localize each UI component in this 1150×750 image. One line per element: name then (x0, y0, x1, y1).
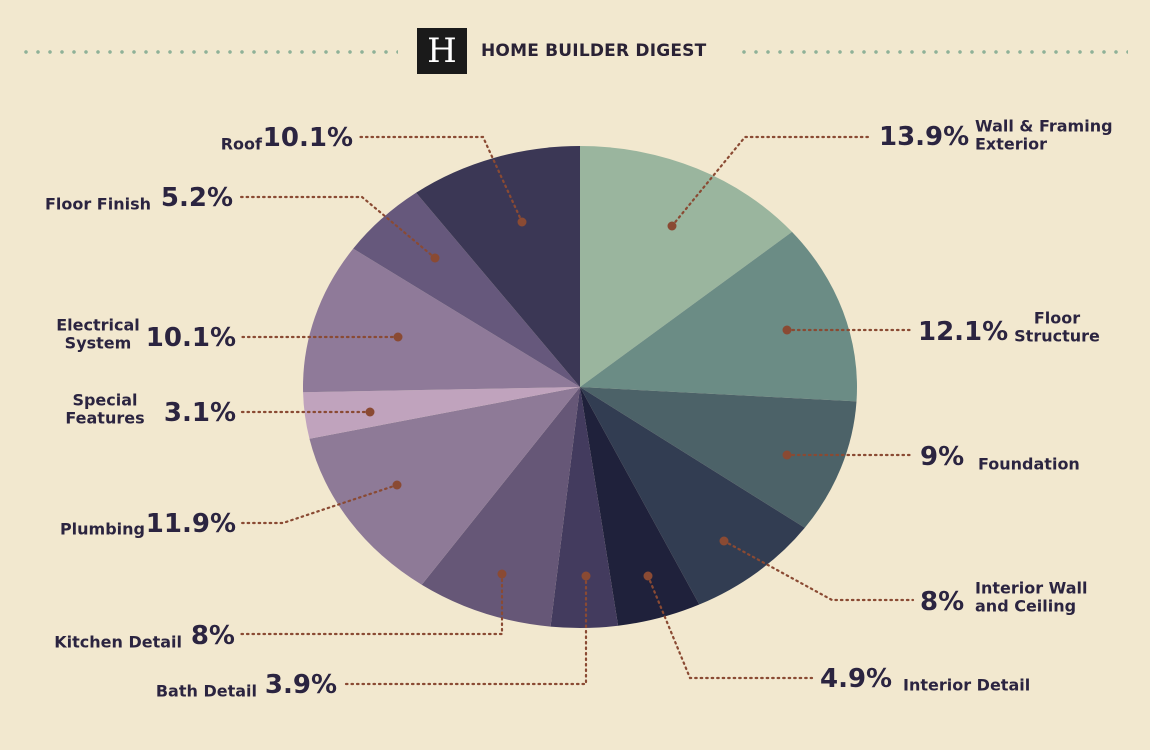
logo-icon: H (417, 28, 467, 74)
slice-category-label: System (65, 333, 132, 352)
pie-slice-roof (416, 146, 580, 387)
slice-category-label: Kitchen Detail (54, 632, 182, 651)
slice-category-label: Bath Detail (156, 681, 257, 700)
pie-slice-plumbing (309, 387, 580, 585)
slice-category-label: Interior Wall (975, 578, 1088, 597)
slice-category-label: Floor (1034, 308, 1080, 327)
pie-slice-wall-framing-exterior (580, 146, 793, 387)
slice-category-label: Electrical (56, 315, 140, 334)
dotted-rule-right (738, 50, 1128, 54)
slice-percent-label: 5.2% (161, 183, 233, 213)
leader-dot (365, 407, 375, 417)
logo-letter: H (427, 31, 457, 71)
slice-category-label: Structure (1014, 326, 1100, 345)
leader-line (670, 135, 872, 228)
pie-slice-special-features (303, 387, 580, 439)
slice-percent-label: 8% (191, 621, 235, 651)
leader-line (356, 135, 524, 224)
brand-title: HOME BUILDER DIGEST (481, 41, 707, 61)
slice-percent-label: 3.9% (265, 670, 337, 700)
leader-dot (719, 536, 729, 546)
leader-dot (393, 332, 403, 342)
pie-slice-floor-structure (580, 231, 858, 402)
slice-percent-label: 11.9% (146, 509, 236, 539)
slice-category-label: Features (65, 408, 144, 427)
slice-percent-label: 3.1% (164, 398, 236, 428)
leader-dot (782, 325, 792, 335)
slice-category-label: Floor Finish (45, 194, 151, 213)
leader-line (340, 574, 588, 686)
slice-category-label: Roof (221, 134, 263, 153)
slice-category-label: Exterior (975, 134, 1047, 153)
header: H HOME BUILDER DIGEST (0, 0, 1150, 100)
leader-dot (430, 253, 440, 263)
leader-line (722, 539, 915, 602)
pie-slices (303, 146, 858, 628)
slice-category-label: and Ceiling (975, 596, 1076, 615)
slice-percent-label: 13.9% (879, 122, 969, 152)
slice-category-label: Plumbing (60, 519, 145, 538)
pie-slice-interior-detail (580, 387, 700, 626)
pie-slice-interior-wall-and-ceiling (580, 387, 805, 605)
leader-dot (782, 450, 792, 460)
slice-category-label: Wall & Framing (975, 116, 1113, 135)
leader-dot (667, 221, 677, 231)
slice-percent-label: 4.9% (820, 664, 892, 694)
dotted-rule-left (20, 50, 398, 54)
leader-dot (643, 571, 653, 581)
slice-category-label: Interior Detail (903, 675, 1030, 694)
slice-category-label: Special (72, 390, 137, 409)
pie-slice-floor-finish (353, 192, 580, 387)
pie-slice-foundation (580, 387, 857, 528)
leader-lines (238, 135, 915, 686)
leader-dot (497, 569, 507, 579)
slice-percent-label: 10.1% (263, 123, 353, 153)
leader-line (238, 483, 399, 525)
leader-line (238, 572, 504, 636)
leader-dot (581, 571, 591, 581)
slice-percent-label: 10.1% (146, 323, 236, 353)
pie-slice-kitchen-detail (421, 387, 580, 627)
pie-slice-bath-detail (550, 387, 619, 628)
slice-category-label: Foundation (978, 454, 1080, 473)
pie-slice-electrical-system (303, 248, 580, 393)
slice-percent-label: 9% (920, 442, 964, 472)
leader-line (646, 574, 814, 680)
leader-line (238, 195, 437, 260)
slice-percent-label: 12.1% (918, 317, 1008, 347)
leader-dot (392, 480, 402, 490)
slice-percent-label: 8% (920, 587, 964, 617)
leader-dot (517, 217, 527, 227)
